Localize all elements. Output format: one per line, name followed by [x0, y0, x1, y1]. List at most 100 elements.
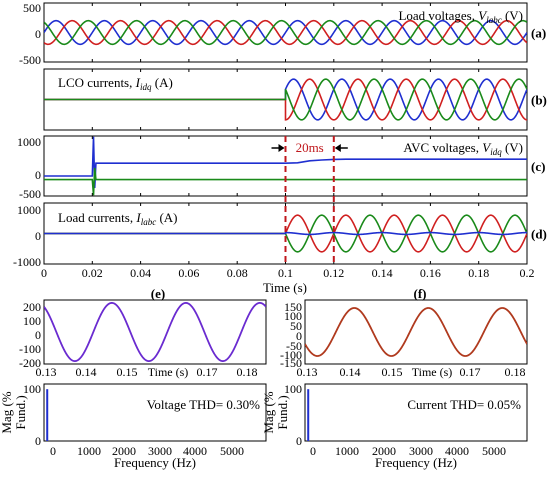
label-unit: (A)	[156, 210, 177, 225]
x-tick-label: 0.2	[520, 266, 535, 280]
panel-label: (e)	[151, 286, 165, 301]
panel-label: (b)	[531, 93, 547, 108]
plot-frame	[304, 299, 528, 365]
x-tick-label: 0.18	[505, 365, 526, 379]
y-tick-label: 0	[35, 168, 41, 182]
y-tick-label: 1000	[17, 203, 41, 217]
panel-label: (c)	[531, 159, 545, 174]
plot-frame	[43, 383, 267, 442]
annotation-label: 20ms	[296, 140, 324, 155]
plot-frame	[43, 299, 267, 365]
x-axis-title: Frequency (Hz)	[375, 455, 457, 470]
label-text: LCO currents,	[58, 75, 136, 90]
x-tick-label: 0.14	[372, 266, 393, 280]
label-subscript: labc	[141, 217, 157, 227]
panel-label: (d)	[531, 227, 547, 242]
y-tick-label: -150	[280, 356, 302, 370]
label-symbol: I	[135, 210, 141, 225]
series-line-3	[44, 78, 527, 121]
x-tick-label: 0.17	[197, 365, 218, 379]
x-tick-label: 3000	[409, 444, 433, 458]
label-subscript: labc	[486, 15, 502, 25]
panel-d: 1000 0 -1000 Load currents, Ilabc (A) (d)	[13, 202, 547, 269]
y-axis-title-line2: Fund.)	[13, 395, 28, 429]
label-unit: (V)	[502, 8, 523, 23]
thd-annotation: Voltage THD= 0.30%	[147, 397, 261, 412]
x-axis-title: Time (s)	[148, 365, 189, 379]
label-symbol: I	[135, 75, 141, 90]
x-tick-label: 0.18	[237, 365, 258, 379]
label-subscript: idq	[140, 82, 152, 92]
y-tick-label: 500	[23, 1, 41, 15]
x-tick-label: 3000	[148, 444, 172, 458]
thd-annotation: Current THD= 0.05%	[407, 397, 521, 412]
y-axis-title-line1: Mag (%	[261, 391, 276, 433]
series-group	[44, 302, 266, 362]
y-tick-label: 0	[35, 434, 41, 448]
y-tick-label: 100	[23, 382, 41, 396]
y-tick-label: -1000	[13, 255, 41, 269]
series-line-3	[44, 231, 527, 236]
x-tick-label: 4000	[183, 444, 207, 458]
series-line-1	[44, 302, 266, 362]
y-tick-label: 150	[284, 300, 302, 314]
y-tick-label: 0	[35, 27, 41, 41]
x-tick-label: 0	[50, 444, 56, 458]
x-tick-label: 2000	[372, 444, 396, 458]
series-group	[305, 307, 527, 357]
panel-b: LCO currents, Iidq (A) (b)	[43, 68, 547, 131]
y-tick-label: -100	[280, 348, 302, 362]
series-line-1	[44, 19, 527, 46]
plot-frame	[304, 383, 528, 442]
x-tick-label: 0.17	[460, 365, 481, 379]
y-axis-title-line2: Fund.)	[275, 395, 290, 429]
arrow-right-head	[334, 144, 341, 152]
y-tick-label: 1000	[17, 135, 41, 149]
y-tick-label: -500	[19, 187, 41, 201]
x-tick-label: 0.12	[323, 266, 344, 280]
label-unit: (V)	[502, 140, 523, 155]
x-tick-label: 0.02	[82, 266, 103, 280]
x-tick-label: 4000	[445, 444, 469, 458]
series-label: Load voltages, Vlabc (V)	[398, 8, 523, 25]
x-tick-label: 0.15	[382, 365, 403, 379]
x-tick-label: 0	[310, 444, 316, 458]
x-tick-label: 0	[41, 266, 47, 280]
x-tick-label: 0.1	[278, 266, 293, 280]
label-symbol: V	[482, 140, 492, 155]
y-tick-label: -200	[19, 356, 41, 370]
y-tick-label: 0	[35, 229, 41, 243]
annotation-20ms: 20ms	[271, 136, 348, 264]
spectrum-bar	[46, 389, 49, 441]
label-text: Load voltages,	[398, 8, 478, 23]
x-tick-label: 0.16	[420, 266, 441, 280]
series-group	[44, 214, 527, 253]
label-subscript: idq	[490, 147, 502, 157]
x-tick-label: 5000	[482, 444, 506, 458]
x-tick-label: 0.06	[178, 266, 199, 280]
y-tick-label: -500	[19, 53, 41, 67]
series-label: LCO currents, Iidq (A)	[58, 75, 173, 92]
panel-label: (f)	[414, 286, 427, 301]
x-tick-label: 1000	[335, 444, 359, 458]
panel-a: 500 0 -500 Load voltages, Vlabc (V) (a)	[19, 1, 546, 67]
series-label: AVC voltages, Vidq (V)	[403, 140, 523, 157]
y-tick-label: 0	[296, 434, 302, 448]
x-axis-title: Time (s)	[412, 365, 453, 379]
y-tick-label: -50	[286, 339, 302, 353]
series-line-2	[44, 19, 527, 46]
y-tick-label: 50	[290, 319, 302, 333]
panel-label: (a)	[531, 26, 546, 41]
y-axis-title: Mag (%Fund.)	[261, 391, 290, 433]
arrow-left-head	[278, 144, 285, 152]
label-symbol: V	[478, 8, 488, 23]
x-axis-title: Frequency (Hz)	[114, 455, 196, 470]
y-tick-label: -100	[19, 342, 41, 356]
label-unit: (A)	[151, 75, 172, 90]
time-axis: 0 0.02 0.04 0.06 0.08 0.1 0.12 0.14 0.16 0.18 0.2 T…	[41, 266, 535, 301]
